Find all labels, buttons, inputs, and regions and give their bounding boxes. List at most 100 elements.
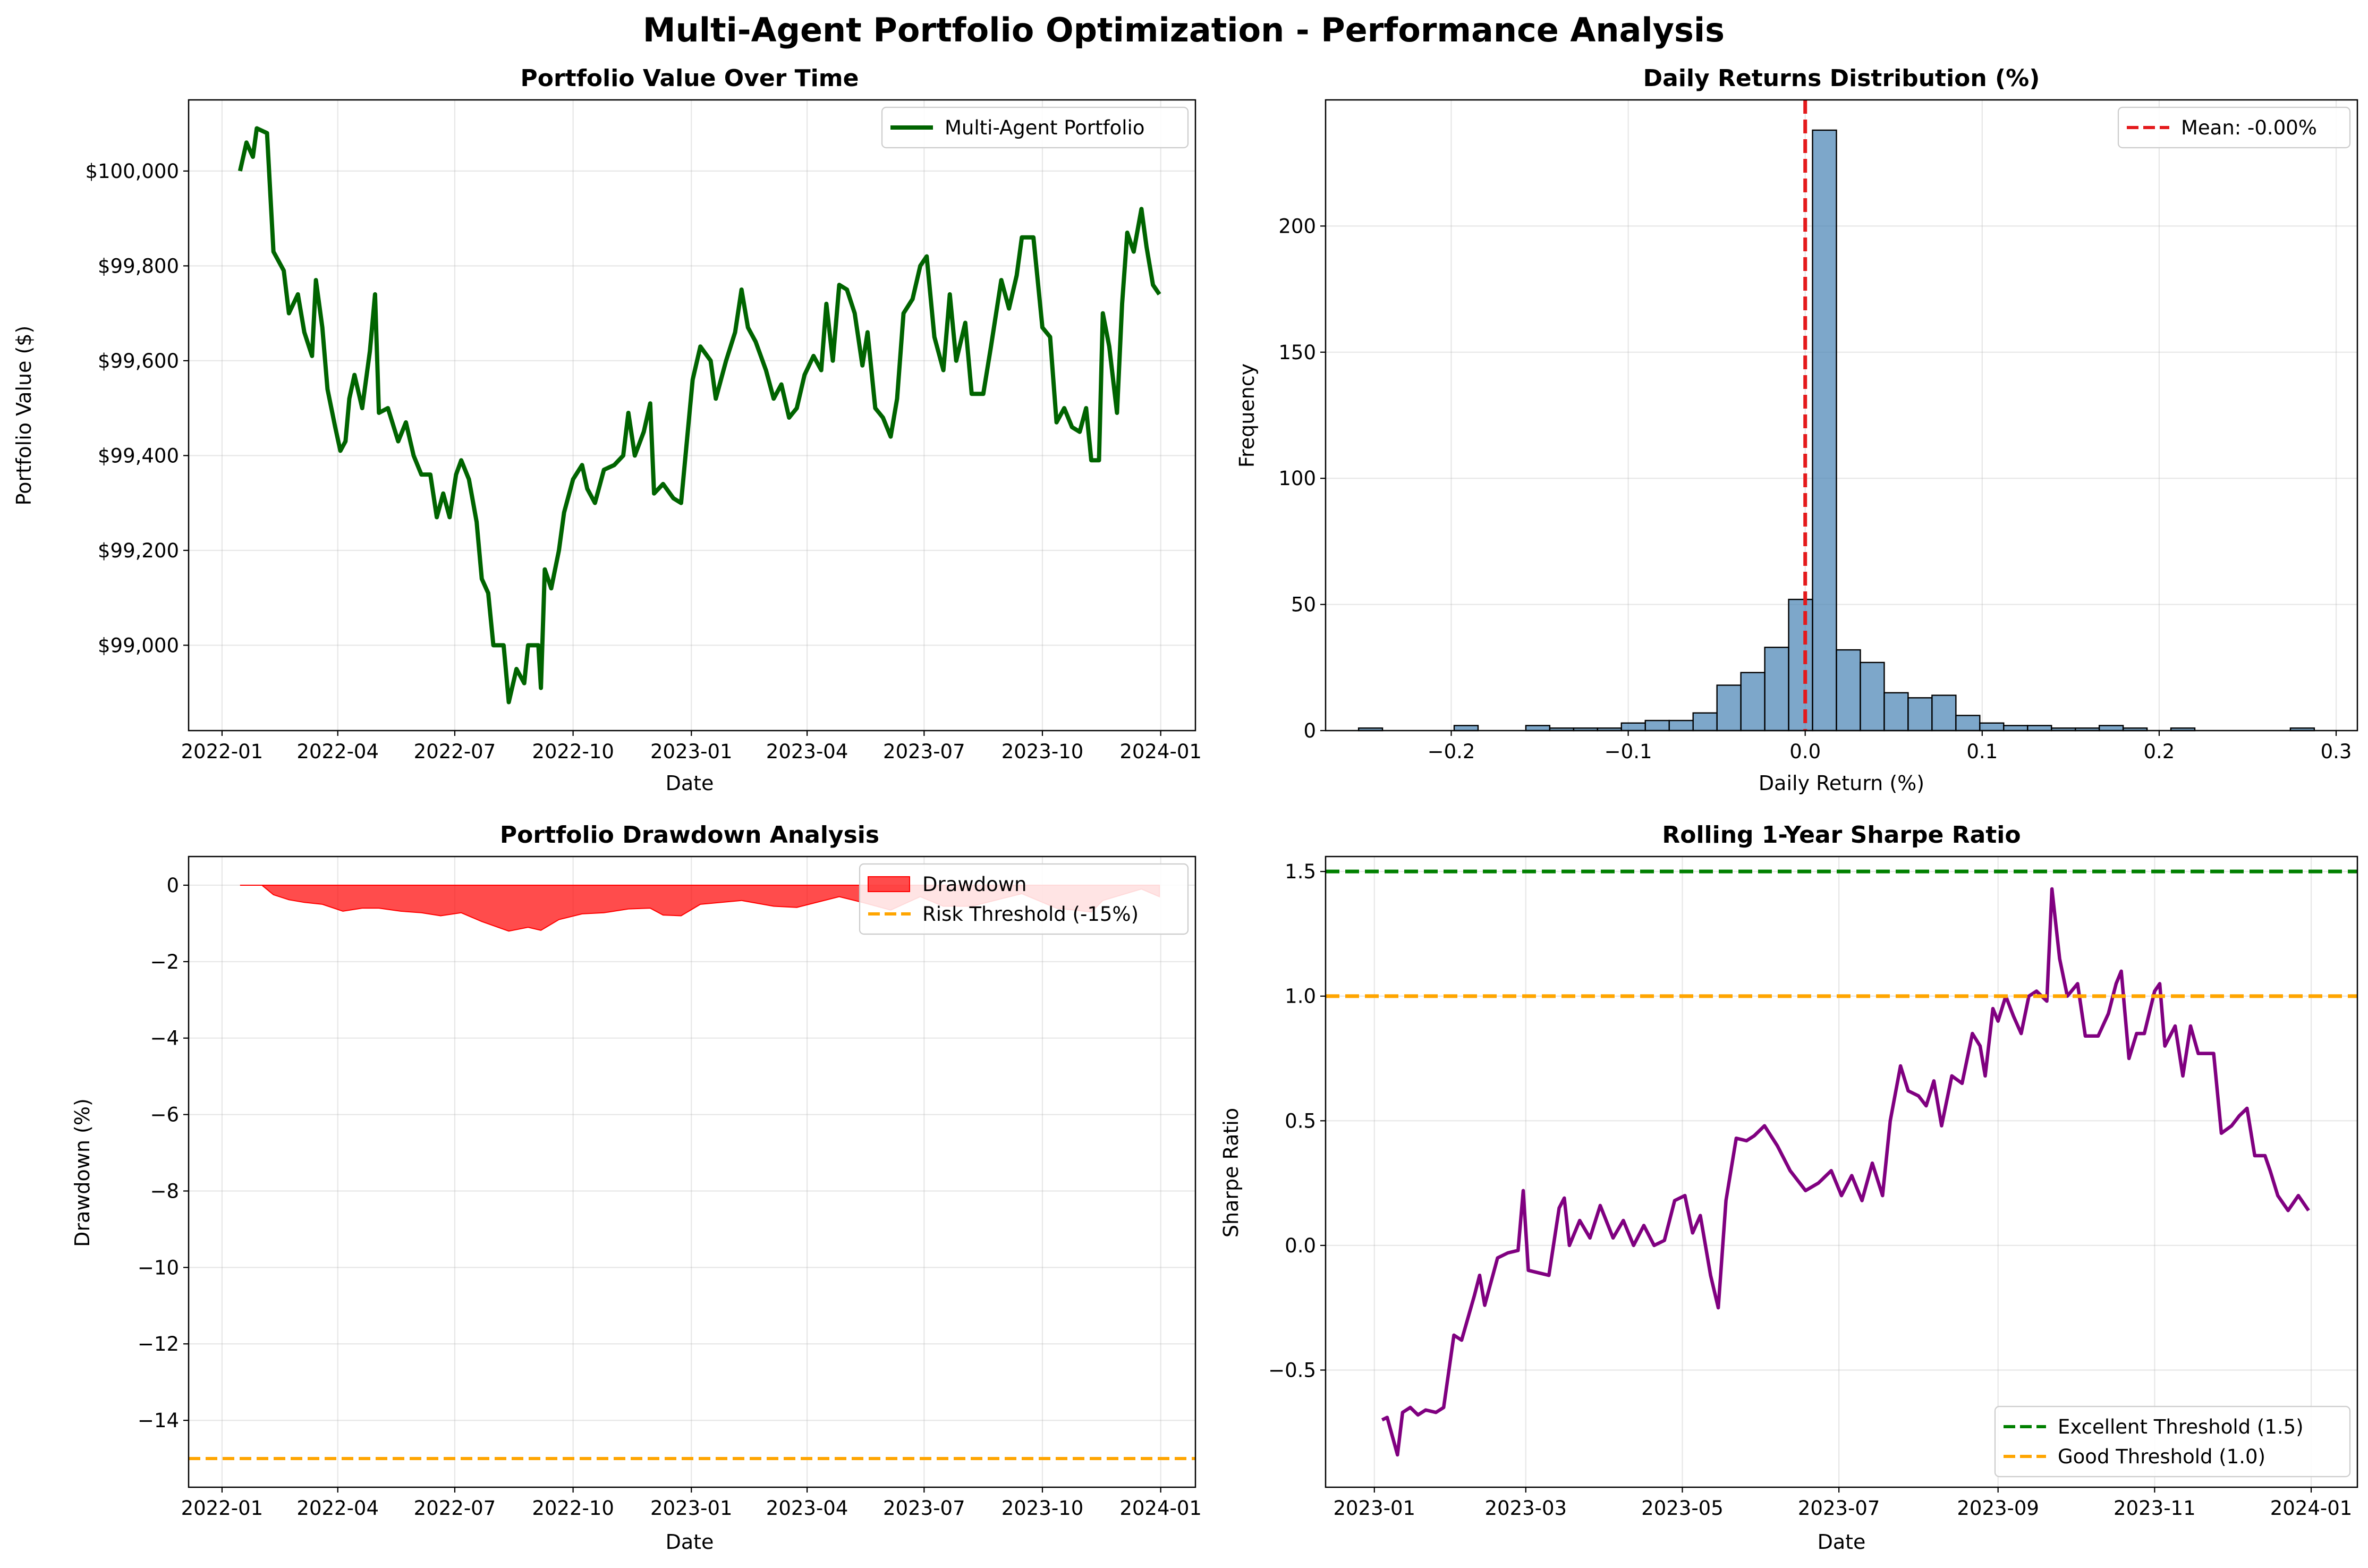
x-tick-label: 0.3 [2321,740,2352,763]
y-tick-label: 0.0 [1285,1234,1316,1257]
histogram-bar [1716,684,1742,732]
x-tick-label: 2023-10 [1001,1497,1084,1520]
y-tick-label: $99,000 [98,634,179,657]
legend-label: Mean: -0.00% [2181,116,2317,139]
histogram-bar [2003,725,2028,732]
x-tick-label: 2022-10 [532,1497,614,1520]
axes-frame [188,855,1196,1488]
x-tick-label: 2023-11 [2114,1497,2196,1520]
histogram-bar [1788,598,1813,732]
x-tick-label: 2022-04 [296,1497,379,1520]
histogram-bar [1979,722,2005,732]
y-axis-label: Sharpe Ratio [1219,1108,1243,1238]
legend: Drawdown Risk Threshold (-15%) [859,863,1189,935]
legend-label: Drawdown [922,873,1026,896]
histogram-bar [1692,712,1718,732]
y-tick-label: −14 [138,1409,179,1432]
histogram-bar [1931,694,1957,732]
panel-title: Rolling 1-Year Sharpe Ratio [1662,821,2021,849]
histogram-bar [1764,647,1789,732]
x-tick-label: 2023-01 [650,1497,733,1520]
grid [189,100,1195,731]
x-tick-label: 2022-10 [532,740,614,763]
axes-frame [1325,855,2358,1488]
histogram-bars [1357,129,2315,732]
portfolio-value-panel: Portfolio Value Over Time Date Portfolio… [12,65,1202,795]
x-axis-label: Date [666,1530,714,1554]
legend: Multi-Agent Portfolio [881,106,1189,149]
y-tick-label: 100 [1278,467,1316,490]
grid [1326,100,2357,732]
y-tick-label: $99,800 [98,255,179,277]
x-tick-label: 2023-01 [650,740,733,763]
histogram-bar [1644,719,1670,732]
x-tick-label: 2024-01 [2270,1497,2353,1520]
y-tick-label: 50 [1291,594,1316,616]
x-tick-label: −0.2 [1428,740,1475,763]
histogram-bar [1525,725,1551,732]
x-tick-label: 0.2 [2144,740,2175,763]
y-tick-label: −0.5 [1268,1359,1316,1381]
axes-frame [1325,99,2358,732]
axes-frame [188,99,1196,732]
histogram-bar [2098,725,2124,732]
y-tick-label: 1.5 [1285,860,1316,883]
y-tick-label: −8 [150,1180,179,1202]
x-tick-label: 2022-01 [181,740,264,763]
legend-frame [1994,1405,2351,1478]
x-tick-label: 2024-01 [1119,740,1202,763]
y-axis-label: Frequency [1235,363,1259,468]
legend-label: Excellent Threshold (1.5) [2058,1416,2304,1438]
y-tick-label: $99,600 [98,350,179,372]
sharpe-ratio-line [1381,887,2310,1457]
histogram-bar [1883,692,1909,732]
x-tick-label: 2023-05 [1641,1497,1724,1520]
legend: Mean: -0.00% [2117,106,2351,149]
histogram-bar [1836,649,1861,732]
x-tick-label: 2023-04 [766,1497,848,1520]
legend: Excellent Threshold (1.5) Good Threshold … [1994,1405,2351,1478]
x-tick-label: 2024-01 [1119,1497,1202,1520]
y-axis-label: Drawdown (%) [71,1098,94,1247]
panel-title: Portfolio Drawdown Analysis [500,821,879,849]
legend-frame [881,106,1189,149]
series-line-multi-agent-portfolio [237,126,1161,705]
x-tick-label: 2022-07 [414,1497,496,1520]
x-tick-label: 0.1 [1966,740,1998,763]
histogram-bar [1812,129,1837,732]
panel-title: Portfolio Value Over Time [521,65,859,92]
x-tick-label: 2023-01 [1333,1497,1415,1520]
y-axis-label: Portfolio Value ($) [12,326,36,506]
returns-distribution-panel: Daily Returns Distribution (%) Daily Ret… [1235,65,2358,795]
sharpe-ratio-panel: Rolling 1-Year Sharpe Ratio Date Sharpe … [1219,821,2358,1554]
drawdown-panel: Portfolio Drawdown Analysis Date Drawdow… [71,821,1202,1554]
x-tick-label: 2022-07 [414,740,496,763]
histogram-bar [1907,697,1933,732]
y-tick-label: 0 [1303,719,1316,742]
x-tick-label: 2023-03 [1485,1497,1567,1520]
histogram-bar [1620,722,1646,732]
y-tick-label: −6 [150,1104,179,1126]
x-tick-label: 2023-07 [1798,1497,1880,1520]
legend-label: Risk Threshold (-15%) [922,903,1139,926]
histogram-bar [1453,725,1479,732]
y-tick-label: $100,000 [85,160,179,183]
y-tick-label: −12 [138,1333,179,1355]
y-tick-label: −2 [150,951,179,973]
y-tick-label: −4 [150,1027,179,1050]
legend-swatch [868,876,910,892]
grid [189,857,1195,1487]
x-axis-label: Date [666,772,714,795]
x-axis-label: Date [1818,1530,1866,1554]
histogram-bar [1860,662,1885,732]
histogram-bar [1740,672,1766,732]
panel-title: Daily Returns Distribution (%) [1643,65,2040,92]
x-axis-label: Daily Return (%) [1759,772,1924,795]
histogram-bar [2027,725,2052,732]
x-tick-label: −0.1 [1605,740,1652,763]
histogram-bar [1955,715,1981,732]
x-tick-label: 2023-07 [883,740,965,763]
legend-label: Good Threshold (1.0) [2058,1445,2265,1468]
y-tick-label: 150 [1278,341,1316,364]
